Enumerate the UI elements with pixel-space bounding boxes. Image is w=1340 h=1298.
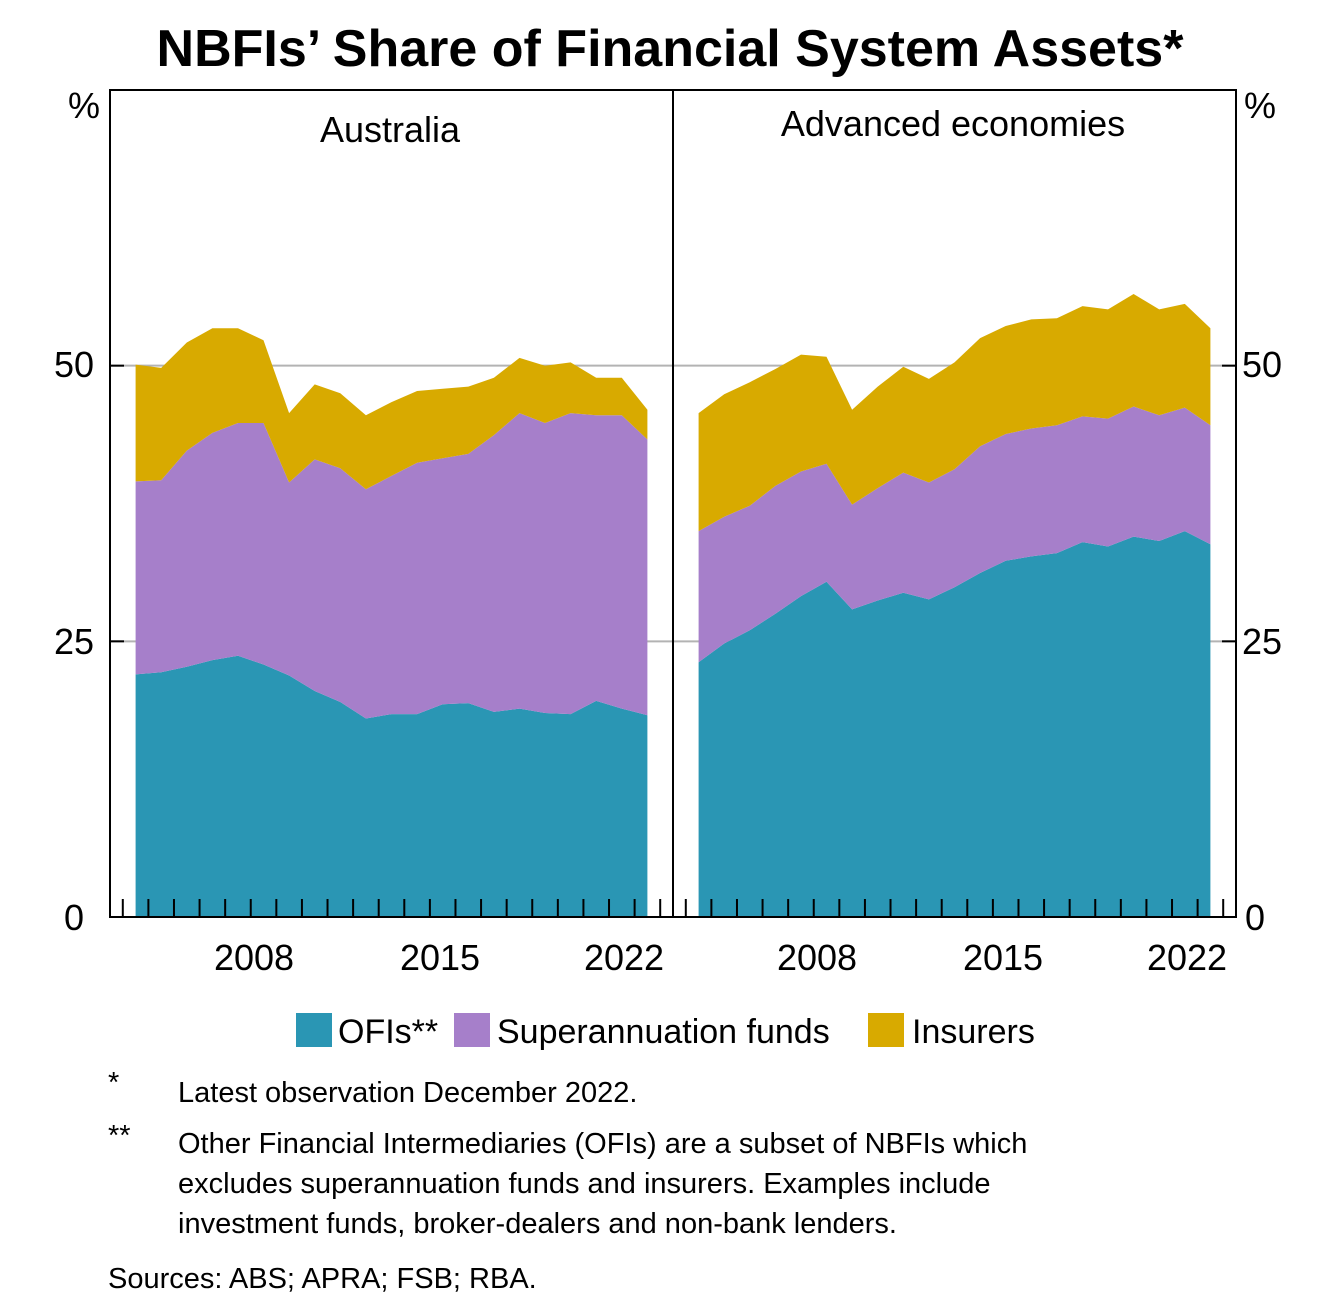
panel-title-australia: Australia <box>320 109 461 150</box>
panel-title-advanced-economies: Advanced economies <box>781 103 1125 144</box>
x-tick-label-right-2022: 2022 <box>1147 937 1227 978</box>
note-mark-2: ** <box>108 1120 131 1152</box>
x-tick-label-right-2008: 2008 <box>777 937 857 978</box>
note-text-2-line-1: Other Financial Intermediaries (OFIs) ar… <box>178 1128 1027 1160</box>
note-text-2-line-3: investment funds, broker-dealers and non… <box>178 1208 897 1240</box>
y-unit-left: % <box>68 85 100 126</box>
note-text-1: Latest observation December 2022. <box>178 1077 637 1109</box>
note-mark-1: * <box>108 1067 119 1099</box>
x-tick-label-right-2015: 2015 <box>963 937 1043 978</box>
legend-swatch-ofis <box>296 1013 332 1047</box>
plot-area <box>109 89 1237 918</box>
area-advanced-economies-ofis <box>698 531 1211 917</box>
chart-title: NBFIs’ Share of Financial System Assets* <box>157 20 1185 78</box>
x-tick-label-left-2015: 2015 <box>400 937 480 978</box>
legend-label-superannuation-funds: Superannuation funds <box>497 1013 830 1051</box>
area-australia-superannuation-funds <box>135 413 648 719</box>
legend-label-ofis: OFIs** <box>338 1013 438 1051</box>
y-tick-label-right-50: 50 <box>1242 344 1282 385</box>
note-text-2-line-2: excludes superannuation funds and insure… <box>178 1168 991 1200</box>
area-australia-insurers <box>135 328 648 490</box>
legend-label-insurers: Insurers <box>912 1013 1035 1051</box>
area-advanced-economies-insurers <box>698 294 1211 532</box>
legend: OFIs** Superannuation funds Insurers <box>296 1013 1035 1051</box>
x-tick-label-left-2022: 2022 <box>584 937 664 978</box>
y-tick-label-left-25: 25 <box>54 621 94 662</box>
x-tick-label-left-2008: 2008 <box>214 937 294 978</box>
legend-swatch-superannuation-funds <box>454 1013 490 1047</box>
area-advanced-economies-superannuation-funds <box>698 406 1211 663</box>
legend-swatch-insurers <box>868 1013 904 1047</box>
sources: Sources: ABS; APRA; FSB; RBA. <box>108 1263 537 1295</box>
y-tick-label-left-0: 0 <box>64 897 84 938</box>
y-tick-label-right-25: 25 <box>1242 621 1282 662</box>
y-unit-right: % <box>1244 85 1276 126</box>
y-tick-label-left-50: 50 <box>54 344 94 385</box>
y-tick-label-right-0: 0 <box>1245 897 1265 938</box>
area-australia-ofis <box>135 655 648 917</box>
